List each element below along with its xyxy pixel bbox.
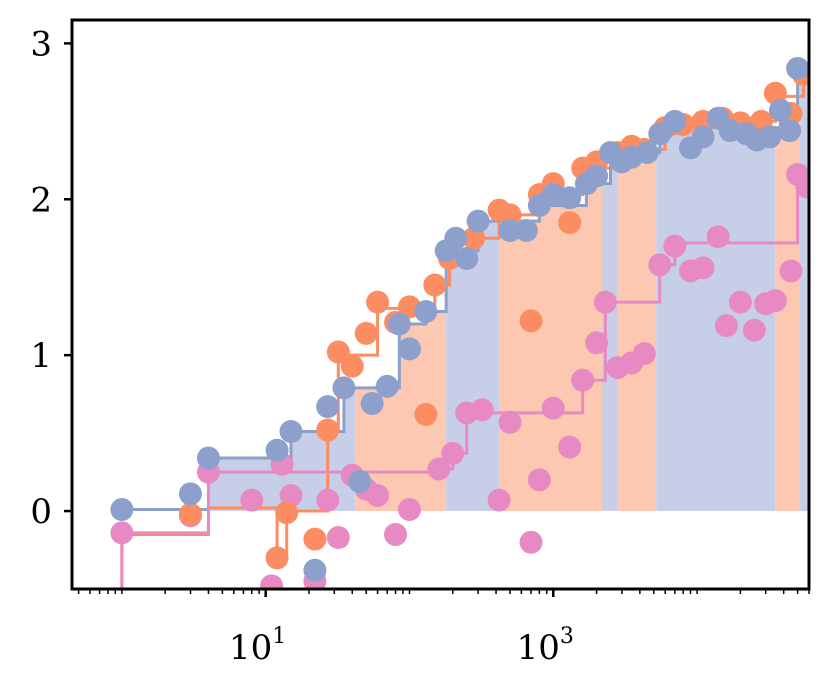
point-s1-4 (279, 420, 303, 444)
point-s1-10 (375, 374, 399, 398)
point-s2-37 (728, 290, 752, 314)
point-s2-40 (763, 289, 787, 313)
point-s1-16 (455, 247, 479, 271)
point-s2-23 (541, 396, 565, 420)
y-tick-label-1: 1 (30, 336, 52, 376)
point-s1-1 (178, 482, 202, 506)
point-s0-12 (414, 402, 438, 426)
point-s1-28 (635, 141, 659, 165)
point-s2-36 (714, 314, 738, 338)
shading-band-1 (355, 311, 447, 512)
point-s1-38 (768, 98, 792, 122)
axes-layer: 0 1 2 3 101 103 (30, 18, 811, 668)
point-s1-13 (414, 300, 438, 324)
point-s1-17 (466, 209, 490, 233)
point-s2-4 (260, 574, 284, 589)
point-s2-30 (632, 342, 656, 366)
point-s2-13 (384, 522, 408, 546)
point-s1-8 (348, 469, 372, 493)
point-s1-9 (360, 391, 384, 415)
point-s0-4 (303, 527, 327, 551)
shading-band-6 (656, 121, 776, 512)
point-s2-25 (571, 368, 595, 392)
point-s2-34 (691, 256, 715, 280)
point-s0-13 (423, 273, 447, 297)
point-s2-9 (326, 526, 350, 550)
point-s0-1 (178, 502, 202, 526)
point-s1-37 (758, 125, 782, 149)
point-s2-35 (706, 225, 730, 249)
point-s2-0 (110, 521, 134, 545)
point-s0-3 (275, 501, 299, 525)
point-s2-16 (441, 441, 465, 465)
point-s2-19 (487, 488, 511, 512)
x-tick-label-1: 103 (517, 624, 574, 668)
point-layer (110, 56, 809, 589)
point-s0-6 (326, 340, 350, 364)
shading-band-5 (617, 152, 657, 512)
point-s2-27 (593, 290, 617, 314)
point-s2-43 (795, 175, 809, 199)
point-s1-11 (387, 312, 411, 336)
y-tick-label-2: 2 (30, 180, 52, 220)
shading-band-0 (121, 387, 356, 512)
point-s1-5 (303, 558, 327, 582)
point-s2-31 (648, 253, 672, 277)
point-s0-18 (519, 309, 543, 333)
point-s2-8 (316, 488, 340, 512)
point-s1-24 (585, 164, 609, 188)
point-s2-26 (585, 331, 609, 355)
point-s2-38 (742, 318, 766, 342)
point-s2-41 (779, 259, 803, 283)
point-s1-19 (514, 218, 538, 242)
point-s2-15 (427, 457, 451, 481)
y-tick-label-0: 0 (30, 492, 52, 532)
point-s1-22 (558, 186, 582, 210)
shading-band-3 (499, 183, 603, 512)
point-s2-20 (498, 410, 522, 434)
point-s1-40 (786, 56, 809, 80)
point-s2-22 (527, 468, 551, 492)
point-s1-7 (332, 376, 356, 400)
point-s0-7 (340, 354, 364, 378)
point-s1-12 (397, 337, 421, 361)
point-s1-6 (316, 395, 340, 419)
point-s2-32 (663, 234, 687, 258)
point-s2-18 (470, 398, 494, 422)
plot-frame (70, 18, 811, 591)
shading-band-2 (446, 221, 500, 512)
point-s0-21 (558, 211, 582, 235)
point-s2-14 (397, 497, 421, 521)
point-s2-21 (519, 530, 543, 554)
y-tick-label-3: 3 (30, 24, 52, 64)
point-s0-8 (354, 321, 378, 345)
point-s1-18 (498, 218, 522, 242)
point-s0-2 (265, 546, 289, 570)
point-s1-30 (663, 109, 687, 133)
point-s1-3 (265, 438, 289, 462)
point-s1-2 (196, 446, 220, 470)
point-s2-24 (558, 435, 582, 459)
point-s1-39 (778, 119, 802, 143)
point-s2-3 (240, 488, 264, 512)
x-tick-label-0: 101 (229, 624, 286, 668)
point-s1-15 (444, 226, 468, 250)
point-s0-5 (316, 418, 340, 442)
point-s2-12 (366, 483, 390, 507)
shading-band-4 (602, 152, 618, 512)
point-s1-0 (110, 497, 134, 521)
point-s1-32 (691, 125, 715, 149)
point-s0-9 (366, 290, 390, 314)
